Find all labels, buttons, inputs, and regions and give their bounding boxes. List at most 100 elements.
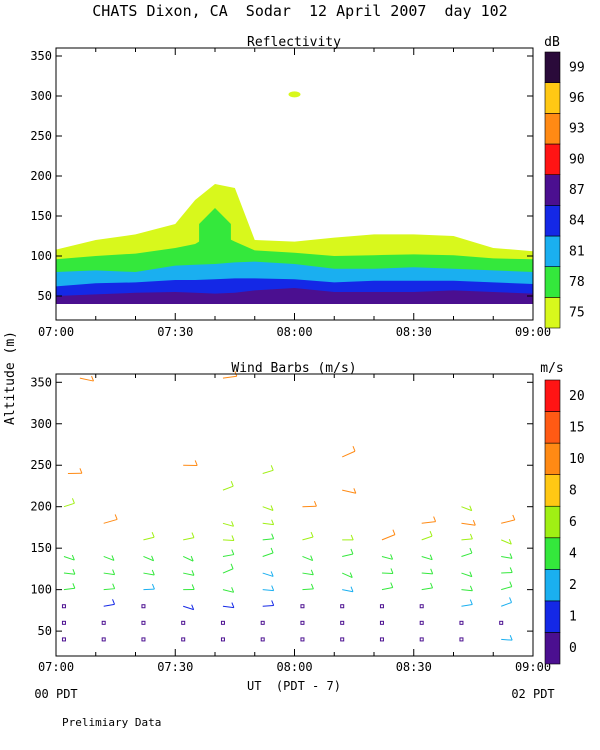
wind-barbs: [61, 371, 516, 642]
wind-y-ticks: 50 100 150 200 250 300 350: [30, 375, 533, 638]
wind-barb: [419, 604, 424, 609]
wind-barb: [260, 637, 265, 642]
colorbar-tick-label: 93: [569, 122, 585, 137]
wind-barb: [183, 570, 195, 576]
wind-barb: [262, 571, 274, 577]
wind-barb: [222, 535, 235, 541]
wind-barb: [63, 554, 75, 561]
wind-barb: [341, 572, 353, 578]
footer-note: Prelimiary Data: [62, 716, 161, 729]
wind-barb: [183, 460, 198, 466]
colorbar-tick-label: 4: [569, 547, 577, 562]
y-tick-label: 250: [30, 129, 52, 143]
reflectivity-colorbar: 75 78 81 84 87 90 93 96 99: [544, 51, 585, 329]
wind-barb: [103, 514, 118, 524]
wind-barb: [419, 620, 424, 625]
colorbar-swatch: [544, 379, 561, 412]
colorbar-swatch: [544, 174, 561, 206]
wind-barb: [141, 637, 146, 642]
y-tick-label: 100: [30, 249, 52, 263]
wind-barb: [262, 547, 274, 557]
x-axis-label: UT (PDT - 7): [247, 679, 341, 693]
wind-barb: [300, 620, 305, 625]
wind-barb: [501, 514, 516, 524]
colorbar-tick-label: 20: [569, 389, 585, 404]
wind-barbs-frame: [55, 373, 534, 657]
wind-barb: [461, 533, 473, 541]
colorbar-swatch: [544, 632, 561, 665]
colorbar-swatch: [544, 537, 561, 570]
wind-barb: [220, 620, 225, 625]
wind-barb: [459, 637, 464, 642]
wind-barb: [260, 620, 265, 625]
y-tick-label: 200: [30, 500, 52, 514]
wind-barb: [141, 604, 146, 609]
wind-barb: [461, 547, 473, 557]
colorbar-tick-label: 8: [569, 483, 577, 498]
wind-barb: [101, 637, 106, 642]
colorbar-swatch: [544, 113, 561, 145]
wind-barb: [381, 568, 394, 574]
wind-barb: [342, 548, 354, 557]
colorbar-swatch: [544, 474, 561, 507]
wind-barb: [141, 620, 146, 625]
wind-barb: [103, 569, 116, 576]
wind-barb: [222, 549, 235, 557]
y-tick-label: 150: [30, 541, 52, 555]
colorbar-tick-label: 0: [569, 641, 577, 656]
y-tick-label: 50: [38, 624, 52, 638]
x-tick-label: 07:30: [157, 325, 193, 339]
x-tick-label: 07:30: [157, 660, 193, 674]
colorbar-swatch: [544, 143, 561, 175]
wind-barb: [459, 620, 464, 625]
colorbar-swatch: [544, 235, 561, 267]
wind-barb: [342, 534, 354, 541]
wind-barb: [262, 505, 274, 511]
y-tick-label: 150: [30, 209, 52, 223]
wind-barbs-title: Wind Barbs (m/s): [231, 361, 356, 376]
x-tick-label: 08:00: [276, 660, 312, 674]
wind-barb: [67, 468, 83, 475]
y-tick-label: 100: [30, 583, 52, 597]
wind-barb: [501, 634, 513, 641]
colorbar-swatch: [544, 297, 561, 329]
colorbar-tick-label: 6: [569, 515, 577, 530]
wind-barb: [381, 554, 394, 560]
colorbar-swatch: [544, 442, 561, 475]
wind-barb: [461, 599, 473, 607]
reflectivity-x-ticks: 07:00 07:30 08:00 08:30 09:00: [38, 48, 551, 339]
wind-colorbar: 0 1 2 4 6 8 10 15 20: [544, 379, 585, 665]
wind-barb: [101, 620, 106, 625]
x-right-sublabel: 02 PDT: [511, 687, 554, 701]
wind-barb: [379, 637, 384, 642]
contour-spike: [199, 208, 231, 248]
x-tick-label: 08:00: [276, 325, 312, 339]
figure-title: CHATS Dixon, CA Sodar 12 April 2007 day …: [92, 2, 507, 20]
x-tick-label: 08:30: [396, 325, 432, 339]
wind-barb: [61, 620, 66, 625]
contour-87db: [56, 288, 533, 304]
wind-barb: [182, 555, 194, 562]
wind-barb: [103, 583, 116, 591]
wind-barb: [501, 538, 512, 545]
wind-barb: [262, 585, 275, 592]
wind-barb: [143, 532, 155, 541]
wind-barb: [421, 554, 433, 561]
wind-barb: [63, 569, 76, 575]
wind-barb: [300, 637, 305, 642]
wind-barb: [381, 529, 396, 541]
wind-barb: [79, 375, 95, 382]
wind-colorbar-label: m/s: [540, 361, 563, 376]
wind-barb: [143, 583, 155, 591]
colorbar-swatch: [544, 266, 561, 298]
y-tick-label: 200: [30, 169, 52, 183]
wind-barb: [341, 446, 356, 458]
wind-barb: [302, 583, 314, 591]
wind-barb: [381, 582, 394, 591]
wind-barb: [461, 585, 473, 592]
wind-barb: [342, 488, 357, 494]
x-tick-label: 09:00: [515, 660, 551, 674]
colorbar-swatch: [544, 600, 561, 633]
